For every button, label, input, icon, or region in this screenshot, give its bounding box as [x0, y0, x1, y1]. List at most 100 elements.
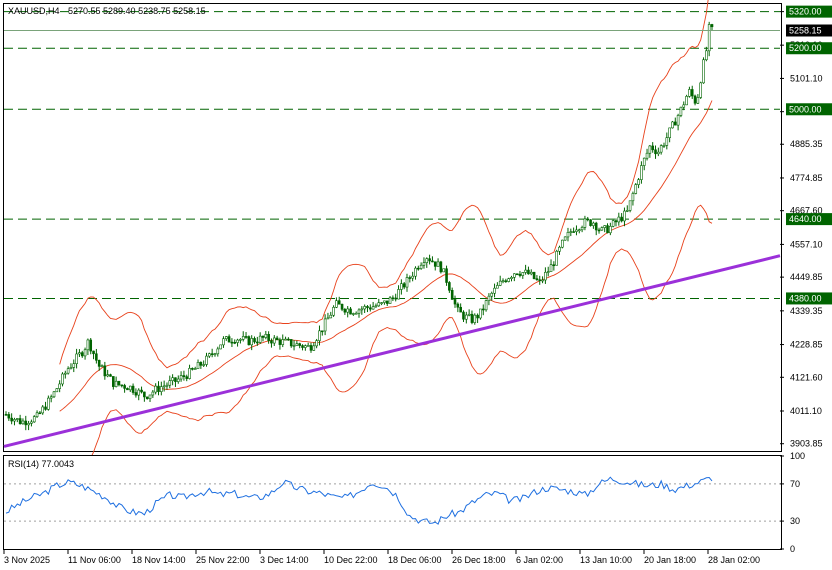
- bollinger-middle: [59, 100, 713, 412]
- candle-body: [685, 96, 688, 106]
- candle-body: [628, 200, 632, 211]
- candle-body: [80, 352, 84, 357]
- candle-body: [103, 365, 107, 377]
- price-tick-label: 4121.60: [790, 372, 823, 382]
- candle-body: [13, 419, 16, 422]
- candle-body: [126, 388, 129, 391]
- candle-body: [233, 342, 237, 344]
- candle-body: [566, 232, 570, 238]
- bollinger-upper: [59, 0, 709, 369]
- candle-body: [230, 341, 234, 344]
- candle-body: [546, 271, 550, 273]
- candle-body: [450, 290, 454, 300]
- candle-body: [224, 336, 228, 340]
- ohlc-readout: 5270.55 5289.40 5238.75 5258.15: [68, 6, 206, 16]
- candle-body: [354, 312, 358, 315]
- candle-body: [513, 273, 516, 278]
- candle-body: [459, 306, 462, 313]
- candle-body: [346, 308, 350, 313]
- candle-body: [298, 343, 301, 346]
- candle-body: [47, 397, 50, 410]
- candle-body: [617, 216, 621, 223]
- candle-body: [586, 218, 590, 221]
- candle-body: [385, 300, 389, 304]
- candle-body: [552, 264, 556, 267]
- candle-body: [86, 339, 90, 351]
- level-label: 5320.00: [789, 7, 822, 17]
- candle-body: [106, 374, 109, 377]
- trendline[interactable]: [3, 254, 781, 448]
- candle-body: [89, 339, 93, 352]
- candle-body: [326, 317, 330, 320]
- candle-body: [151, 391, 155, 396]
- candle-body: [329, 314, 333, 319]
- price-tick-label: 4557.10: [790, 239, 823, 249]
- price-tick-label: 5101.10: [790, 73, 823, 83]
- candle-body: [83, 349, 87, 357]
- rsi-line: [4, 476, 780, 525]
- level-label-bg: [786, 103, 832, 116]
- candle-body: [431, 260, 434, 263]
- candle-body: [174, 377, 177, 382]
- candle-body: [594, 222, 598, 231]
- support-resistance-levels: [4, 11, 780, 299]
- level-label: 4640.00: [789, 214, 822, 224]
- candle-body: [620, 216, 623, 222]
- candle-body: [239, 339, 242, 341]
- candle-body: [696, 97, 700, 104]
- candle-body: [154, 385, 157, 393]
- candle-body: [659, 145, 663, 153]
- candle-body: [541, 279, 544, 282]
- candle-body: [411, 275, 414, 279]
- candle-body: [501, 280, 505, 283]
- candle-body: [637, 179, 640, 185]
- support-trendline[interactable]: [3, 254, 781, 448]
- candle-body: [301, 345, 304, 348]
- candle-body: [75, 353, 78, 364]
- candle-body: [676, 115, 680, 126]
- price-axis[interactable]: 5320.005210.105101.104992.104885.354774.…: [780, 5, 832, 449]
- candle-body: [699, 82, 703, 98]
- candle-body: [504, 280, 508, 283]
- candle-body: [580, 227, 584, 231]
- candle-body: [21, 420, 25, 425]
- candle-body: [414, 267, 417, 277]
- candle-body: [278, 339, 282, 345]
- candle-body: [662, 145, 666, 147]
- candle-body: [496, 285, 499, 289]
- candle-body: [185, 376, 189, 379]
- candle-body: [631, 193, 635, 202]
- candle-body: [24, 420, 28, 426]
- candle-body: [425, 258, 429, 263]
- candle-body: [287, 338, 290, 341]
- candle-body: [707, 24, 711, 52]
- candle-body: [665, 137, 669, 146]
- candle-body: [436, 261, 440, 267]
- candle-body: [535, 278, 539, 281]
- time-tick-label: 6 Jan 02:00: [516, 555, 563, 565]
- candle-body: [453, 299, 457, 305]
- candle-body: [95, 353, 98, 361]
- time-tick-label: 25 Nov 22:00: [196, 555, 250, 565]
- rsi-tick-label: 100: [790, 451, 805, 461]
- level-label-bg: [786, 5, 832, 18]
- candle-body: [52, 391, 56, 398]
- candle-body: [112, 376, 115, 387]
- candle-body: [182, 375, 186, 377]
- candle-body: [72, 363, 76, 368]
- current-price-label: 5258.15: [789, 25, 822, 35]
- candle-body: [109, 374, 112, 377]
- candle-body: [487, 295, 491, 301]
- candle-body: [272, 337, 276, 344]
- candle-body: [465, 314, 468, 320]
- candle-body: [58, 383, 61, 389]
- candle-body: [391, 297, 395, 300]
- candle-body: [35, 412, 39, 417]
- candle-body: [250, 338, 253, 346]
- candle-body: [264, 334, 268, 338]
- price-tick-label: 4774.85: [790, 173, 823, 183]
- candle-body: [529, 271, 533, 275]
- candle-body: [171, 377, 174, 381]
- candle-body: [92, 350, 95, 355]
